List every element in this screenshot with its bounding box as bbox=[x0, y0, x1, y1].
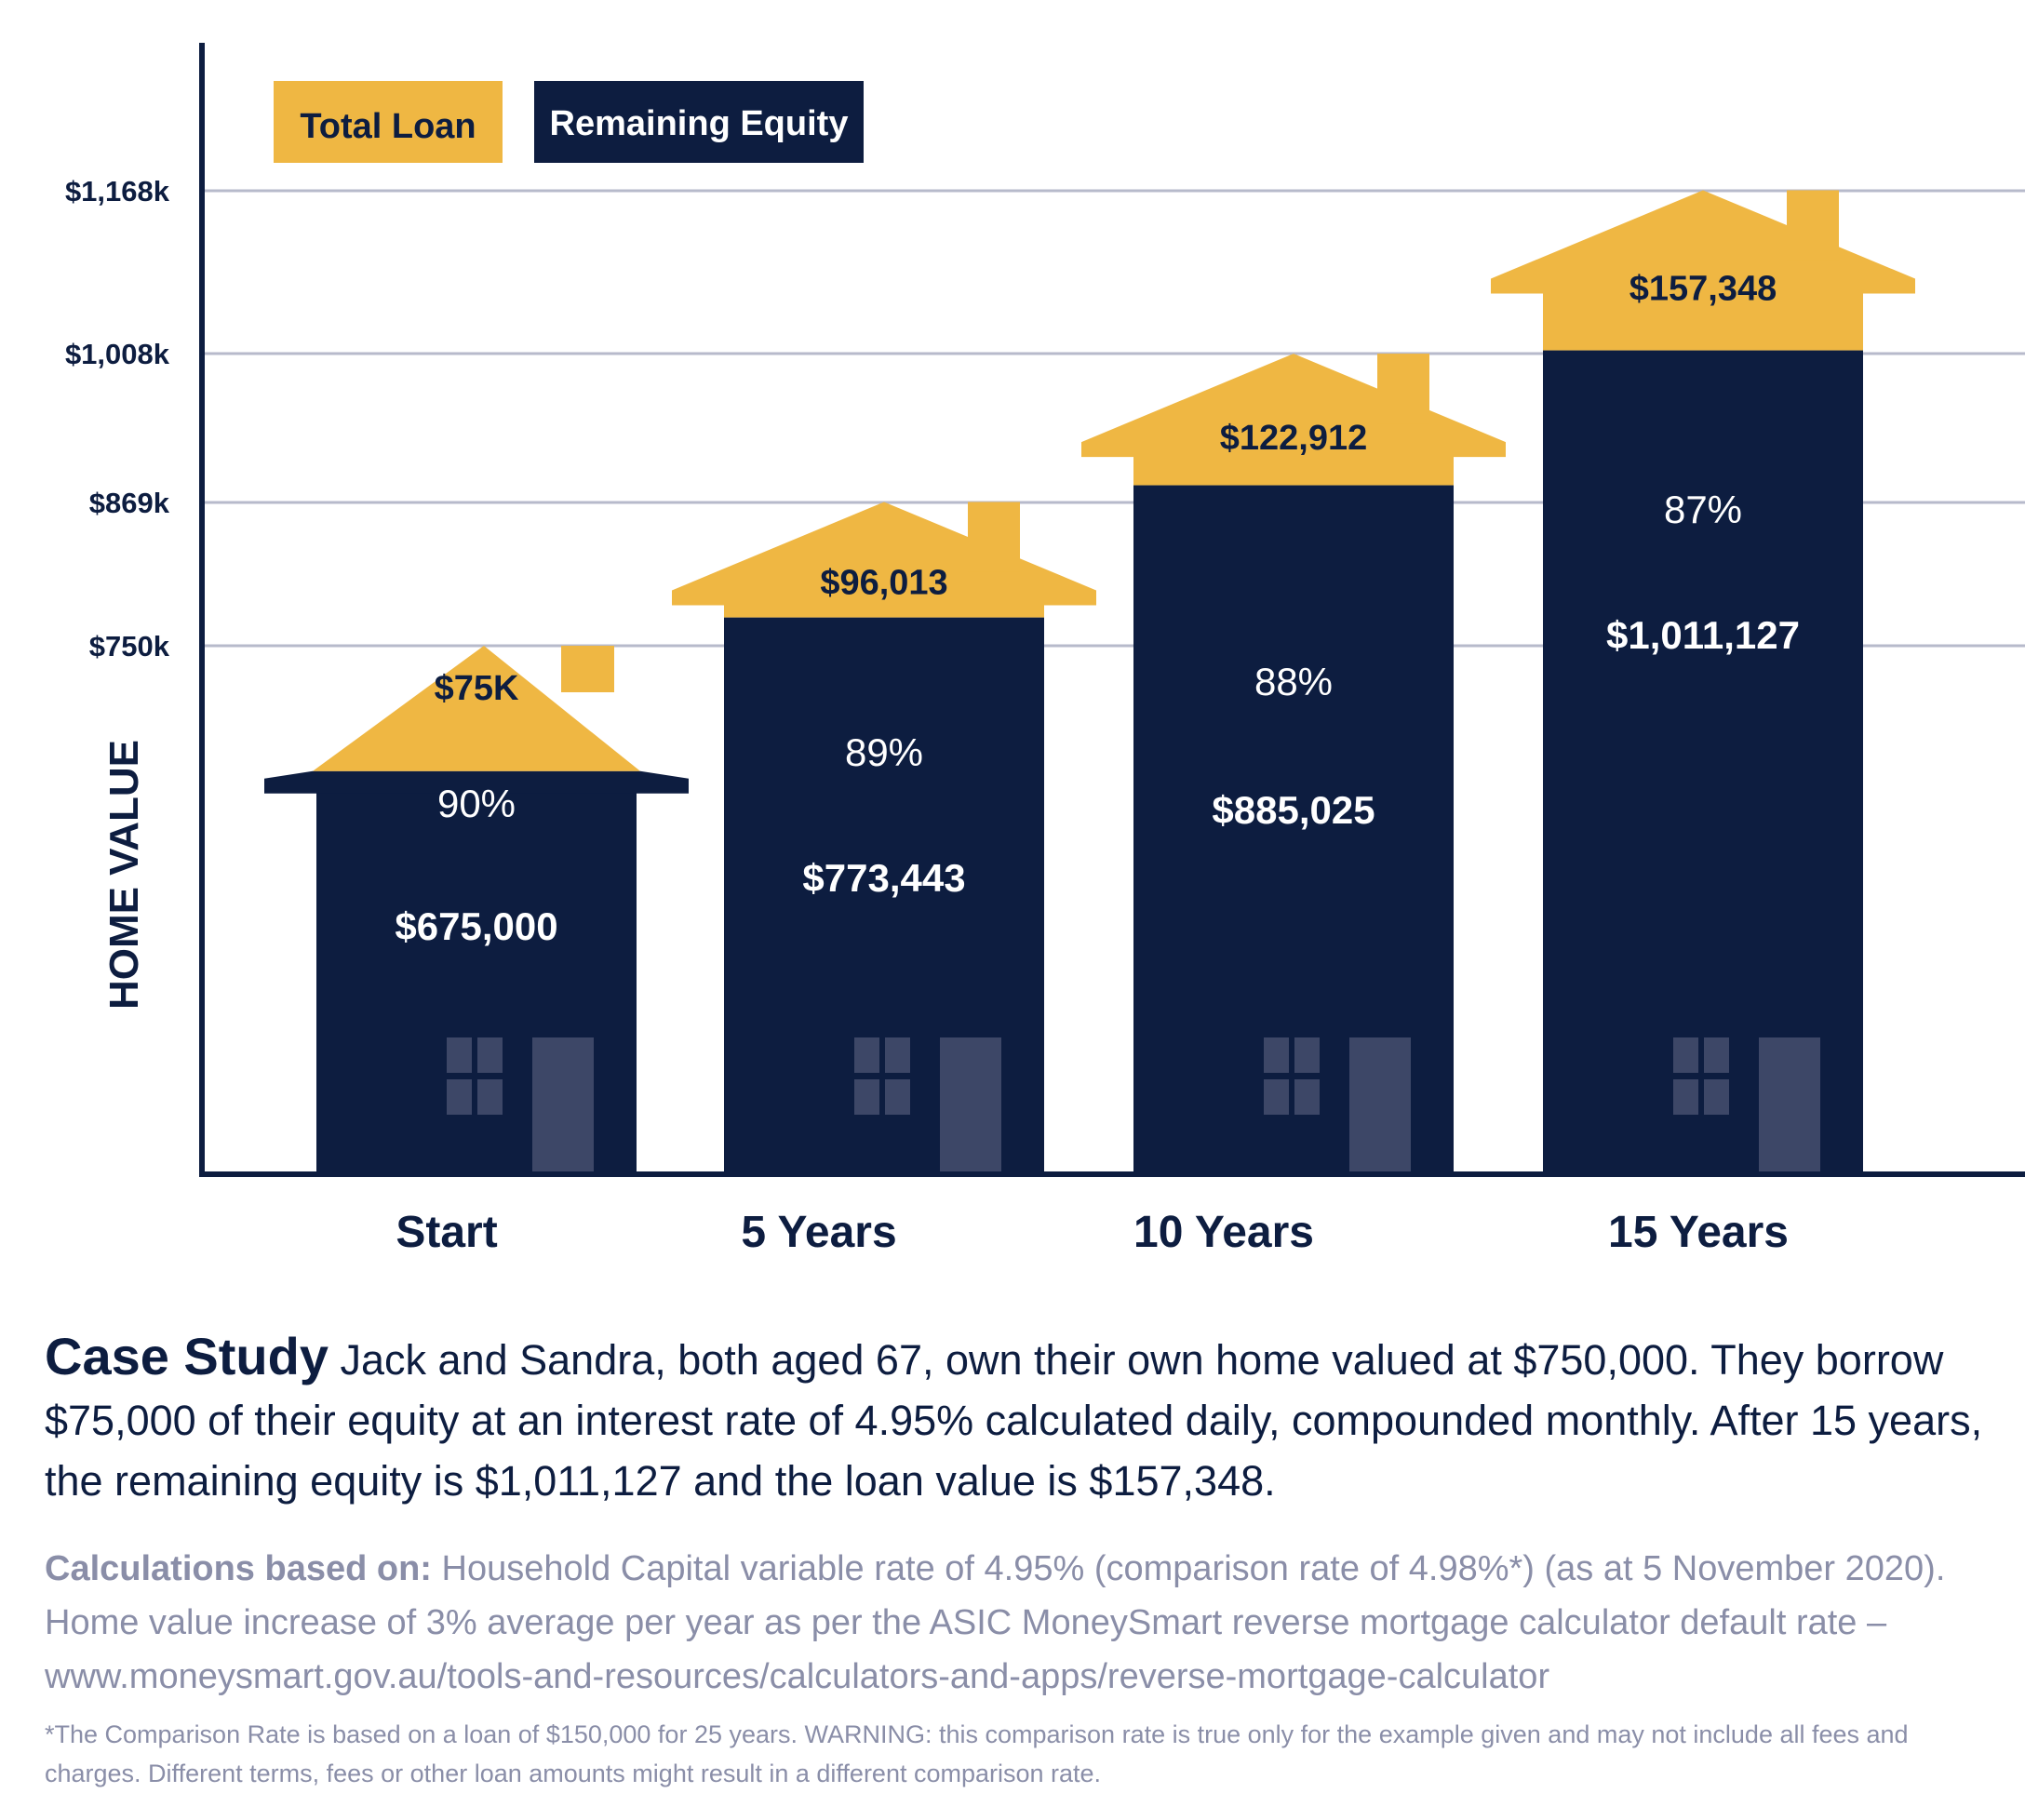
window-pane bbox=[1673, 1037, 1698, 1073]
x-category-label: 10 Years bbox=[1133, 1208, 1314, 1257]
window-pane bbox=[1704, 1037, 1729, 1073]
equity-value-label: $773,443 bbox=[802, 856, 965, 900]
equity-percent-label: 88% bbox=[1254, 660, 1333, 703]
x-category-label: Start bbox=[396, 1208, 497, 1257]
equity-value-label: $885,025 bbox=[1212, 788, 1375, 832]
x-tick-labels: Start 5 Years 10 Years 15 Years bbox=[396, 1208, 1789, 1257]
window-pane bbox=[447, 1079, 472, 1115]
window-pane bbox=[1264, 1037, 1289, 1073]
door bbox=[940, 1037, 1001, 1174]
loan-value-label: $122,912 bbox=[1220, 419, 1368, 458]
window-pane bbox=[1264, 1079, 1289, 1115]
legend-remaining-equity-swatch bbox=[534, 81, 864, 163]
case-study-text: Jack and Sandra, both aged 67, own their… bbox=[45, 1336, 1983, 1505]
equity-percent-label: 89% bbox=[845, 730, 923, 774]
equity-eave bbox=[264, 770, 689, 794]
loan-value-label: $75K bbox=[435, 669, 519, 708]
chimney bbox=[1787, 190, 1839, 261]
door bbox=[532, 1037, 594, 1174]
house-bar: $157,348 87% $1,011,127 bbox=[1491, 190, 1915, 1174]
loan-bar bbox=[1543, 288, 1863, 351]
window-pane bbox=[1704, 1079, 1729, 1115]
window-pane bbox=[854, 1079, 879, 1115]
equity-value-label: $1,011,127 bbox=[1606, 613, 1800, 657]
window-pane bbox=[1294, 1037, 1320, 1073]
loan-value-label: $96,013 bbox=[820, 564, 947, 603]
legend-total-loan-label: Total Loan bbox=[300, 107, 476, 146]
legend: Total Loan Remaining Equity bbox=[274, 81, 864, 163]
home-value-chart: $75K 90% $675,000 $96,013 89% $773,443 $122,91… bbox=[65, 43, 2025, 1257]
house-bar: $122,912 88% $885,025 bbox=[1081, 354, 1506, 1174]
chimney bbox=[561, 646, 614, 692]
window-pane bbox=[1294, 1079, 1320, 1115]
equity-percent-label: 87% bbox=[1664, 488, 1742, 531]
door bbox=[1759, 1037, 1820, 1174]
legend-total-loan-swatch bbox=[274, 81, 503, 163]
loan-roof bbox=[313, 646, 640, 771]
loan-roof bbox=[672, 502, 1096, 606]
y-axis-label: HOME VALUE bbox=[101, 740, 147, 1010]
calculations-title: Calculations based on: bbox=[45, 1549, 432, 1588]
y-tick-label: $869k bbox=[89, 487, 170, 519]
calculations-note: Calculations based on: Household Capital… bbox=[45, 1542, 1990, 1704]
window-pane bbox=[447, 1037, 472, 1073]
house-bar: $75K 90% $675,000 bbox=[264, 646, 689, 1174]
y-tick-label: $1,008k bbox=[65, 338, 170, 370]
window-pane bbox=[477, 1079, 503, 1115]
window-pane bbox=[477, 1037, 503, 1073]
y-tick-label: $750k bbox=[89, 630, 170, 662]
loan-roof bbox=[1491, 190, 1915, 294]
equity-bar bbox=[1543, 350, 1863, 1174]
x-category-label: 15 Years bbox=[1608, 1208, 1789, 1257]
loan-bar bbox=[1133, 451, 1454, 486]
legend-remaining-equity-label: Remaining Equity bbox=[550, 104, 849, 143]
loan-value-label: $157,348 bbox=[1629, 270, 1777, 309]
equity-percent-label: 90% bbox=[437, 782, 516, 825]
chimney bbox=[1377, 354, 1429, 424]
axes bbox=[199, 43, 2025, 1177]
window-pane bbox=[1673, 1079, 1698, 1115]
case-study-title: Case Study bbox=[45, 1327, 329, 1385]
comparison-rate-footnote: *The Comparison Rate is based on a loan … bbox=[45, 1720, 1909, 1787]
loan-roof bbox=[1081, 354, 1506, 458]
y-tick-labels: $750k $869k $1,008k $1,168k bbox=[65, 175, 170, 662]
house-bar: $96,013 89% $773,443 bbox=[672, 502, 1096, 1174]
calculations-text: Household Capital variable rate of 4.95%… bbox=[45, 1549, 1946, 1696]
window-pane bbox=[885, 1079, 910, 1115]
window-pane bbox=[885, 1037, 910, 1073]
door bbox=[1349, 1037, 1411, 1174]
y-tick-label: $1,168k bbox=[65, 175, 170, 207]
house-bars: $75K 90% $675,000 $96,013 89% $773,443 $122,91… bbox=[264, 190, 1915, 1174]
window-pane bbox=[854, 1037, 879, 1073]
chimney bbox=[968, 502, 1020, 572]
equity-value-label: $675,000 bbox=[395, 904, 557, 948]
case-study: Case Study Jack and Sandra, both aged 67… bbox=[45, 1326, 1990, 1511]
x-category-label: 5 Years bbox=[741, 1208, 896, 1257]
